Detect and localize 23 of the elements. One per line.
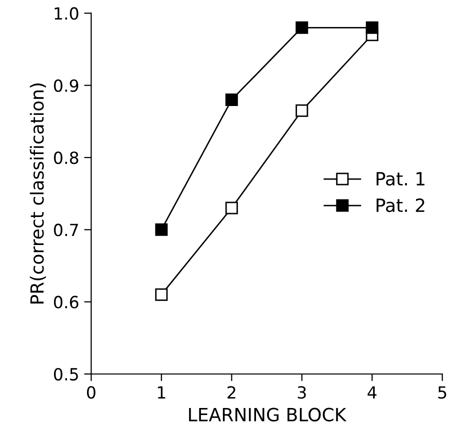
x-tick-label: 3 bbox=[298, 386, 306, 399]
y-axis-title: PR(correct classification) bbox=[30, 84, 46, 304]
point bbox=[296, 21, 308, 34]
point bbox=[296, 104, 308, 117]
y-tick-label: 0.7 bbox=[54, 224, 78, 236]
y-tick-label: 0.9 bbox=[54, 79, 78, 92]
y-tick-label: 0.8 bbox=[54, 151, 78, 164]
point bbox=[155, 223, 168, 236]
x-tick-label: 5 bbox=[438, 386, 446, 399]
x-tick-label: 1 bbox=[158, 386, 166, 398]
y-tick-label: 0.6 bbox=[54, 296, 78, 308]
x-tick-label: 4 bbox=[368, 386, 376, 398]
y-tick-label: 1.0 bbox=[54, 7, 78, 20]
legend-label: Pat. 2 bbox=[376, 198, 424, 212]
point bbox=[155, 288, 168, 301]
x-tick-label: 2 bbox=[228, 386, 236, 398]
legend-label: Pat. 1 bbox=[376, 172, 424, 186]
x-axis-title: LEARNING BLOCK bbox=[189, 408, 347, 422]
point bbox=[225, 94, 238, 106]
point bbox=[225, 202, 238, 214]
point bbox=[366, 21, 378, 34]
y-tick-label: 0.5 bbox=[54, 368, 78, 381]
x-tick-label: 0 bbox=[86, 386, 96, 399]
